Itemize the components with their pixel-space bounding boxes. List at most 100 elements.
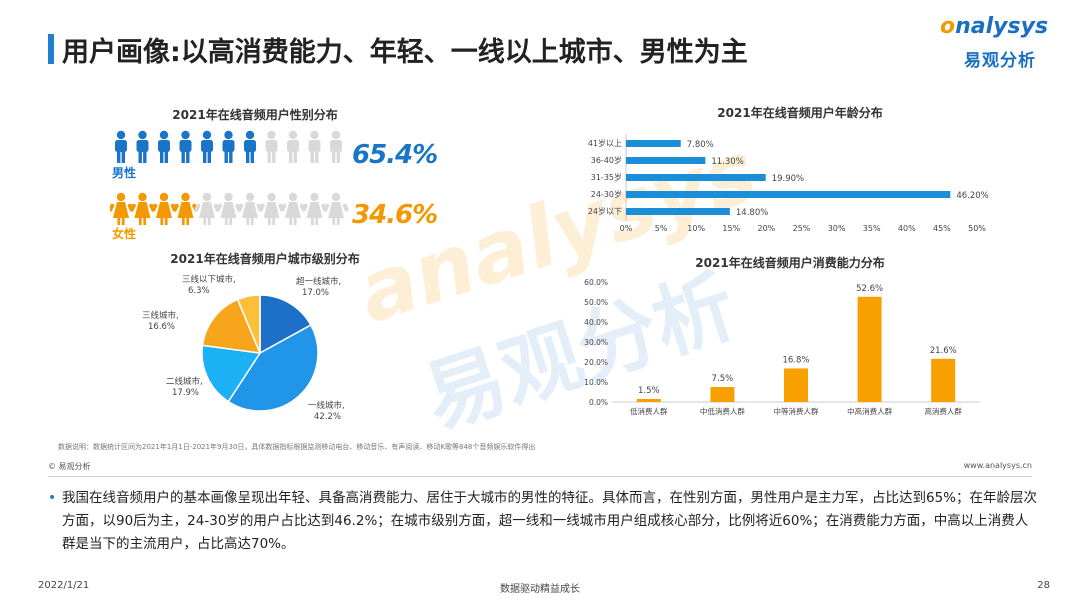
male-icon-row [110,130,350,170]
male-person-icon [308,130,321,163]
footer-slogan: 数据驱动精益成长 [500,584,580,595]
city-pie-chart: 超一线城市,17.0% 一线城市,42.2% 二线城市,17.9% 三线城市,16.6… [142,274,345,422]
consumption-value-label: 16.8% [782,355,809,365]
footer-date: 2022/1/21 [38,580,90,591]
gender-pictogram-1 [110,192,349,225]
consumption-category-label: 高消费人群 [924,406,962,416]
age-value-label: 11.30% [711,157,743,167]
analysys-logo: onalysys 易观分析 [940,14,1060,74]
age-chart-title: 2021年在线音频用户年龄分布 [717,106,883,120]
consumption-value-label: 52.6% [856,284,883,294]
age-axis-tick: 30% [828,224,846,233]
age-value-label: 46.20% [956,191,988,201]
consumption-category-label: 中等消费人群 [774,406,819,416]
age-axis-tick: 50% [968,224,986,233]
age-category-label: 36-40岁 [591,155,622,165]
age-bar [626,208,730,215]
pie-slice-value: 6.3% [188,286,210,296]
summary-bullet: • 我国在线音频用户的基本画像呈现出年轻、具备高消费能力、居住于大城市的男性的特… [48,487,1038,556]
pie-slice-name: 超一线城市, [296,276,341,287]
title-accent-bar [48,34,54,64]
consumption-value-label: 7.5% [712,374,734,384]
consumption-category-label: 低消费人群 [630,406,668,416]
gender-pictogram-0 [115,130,342,163]
age-axis-tick: 0% [620,224,633,233]
age-axis-tick: 25% [793,224,811,233]
female-label: 女性 [112,227,137,241]
age-category-label: 24-30岁 [591,189,622,199]
consumption-bar [784,368,808,402]
pie-slice [236,294,261,354]
age-axis-tick: 5% [655,224,668,233]
pie-slice-value: 17.0% [302,288,329,298]
age-bar [626,174,766,181]
consumption-axis-tick: 10.0% [584,378,608,387]
pie-slice-name: 三线以下城市, [182,274,236,285]
consumption-axis-tick: 40.0% [584,318,608,327]
male-percentage: 65.4% [352,140,438,170]
logo-chinese-name: 易观分析 [964,51,1036,71]
age-bar-chart: 41岁以上 7.80% 36-40岁 11.30% 31-35岁 19.90% 24-30岁… [588,134,989,233]
male-person-icon [158,130,170,163]
age-value-label: 19.90% [772,174,804,184]
pie-slice [201,298,262,354]
male-person-icon [115,130,127,163]
page-title: 用户画像:以高消费能力、年轻、一线以上城市、男性为主 [62,37,748,68]
male-person-icon [136,130,149,163]
female-percentage: 34.6% [352,200,438,230]
consumption-axis-tick: 30.0% [584,338,608,347]
age-category-label: 31-35岁 [591,172,622,182]
pie-slice [227,324,319,412]
pie-slice-value: 17.9% [172,388,199,398]
male-person-icon [201,130,213,163]
consumption-category-label: 中低消费人群 [700,406,745,416]
consumption-bar [710,387,735,402]
male-person-icon [265,130,278,163]
consumption-bar [857,296,882,402]
age-bar [626,157,706,164]
pie-slice-value: 42.2% [314,412,341,422]
age-bar [626,140,681,147]
age-bar [626,191,951,198]
gender-chart-title: 2021年在线音频用户性别分布 [172,108,338,122]
male-person-icon [287,130,299,163]
consumption-axis-tick: 20.0% [584,358,608,367]
male-person-icon [244,130,256,163]
age-axis-tick: 10% [687,224,705,233]
consumption-bar-chart: 0.0% 10.0% 20.0% 30.0% 40.0% 50.0% 60.0% 1.5% 低消… [584,278,980,416]
age-axis-tick: 15% [722,224,740,233]
website-link[interactable]: www.analysys.cn [963,461,1032,470]
consumption-value-label: 1.5% [638,386,660,396]
divider [48,476,1032,477]
male-person-icon [179,130,192,163]
copyright: © 易观分析 [48,462,91,471]
male-label: 男性 [112,166,137,180]
city-chart-title: 2021年在线音频用户城市级别分布 [170,252,360,266]
age-value-label: 14.80% [736,208,768,218]
consumption-category-label: 中高消费人群 [847,406,892,416]
source-note: 数据说明：数据统计区间为2021年1月1日-2021年9月30日，具体数据指标根… [58,443,536,451]
consumption-bar [636,399,661,402]
consumption-bar [931,358,956,402]
consumption-axis-tick: 0.0% [589,398,608,407]
age-category-label: 24岁以下 [588,206,622,216]
age-value-label: 7.80% [687,140,714,150]
male-person-icon [330,130,342,163]
summary-text: 我国在线音频用户的基本画像呈现出年轻、具备高消费能力、居住于大城市的男性的特征。… [62,490,1038,552]
consumption-chart-title: 2021年在线音频用户消费能力分布 [695,256,885,270]
consumption-axis-tick: 50.0% [584,298,608,307]
pie-slice-value: 16.6% [148,322,175,332]
consumption-axis-tick: 60.0% [584,278,608,287]
consumption-value-label: 21.6% [930,346,957,356]
pie-slice-name: 一线城市, [308,400,345,411]
pie-slice [259,294,312,355]
age-axis-tick: 20% [758,224,776,233]
age-axis-tick: 35% [863,224,881,233]
logo-wordmark: onalysys [940,14,1049,39]
female-person-icon [110,192,134,225]
male-person-icon [222,130,235,163]
female-person-icon [323,192,349,225]
age-category-label: 41岁以上 [588,138,622,148]
bullet-dot-icon: • [48,490,57,506]
female-icon-row [110,192,350,232]
